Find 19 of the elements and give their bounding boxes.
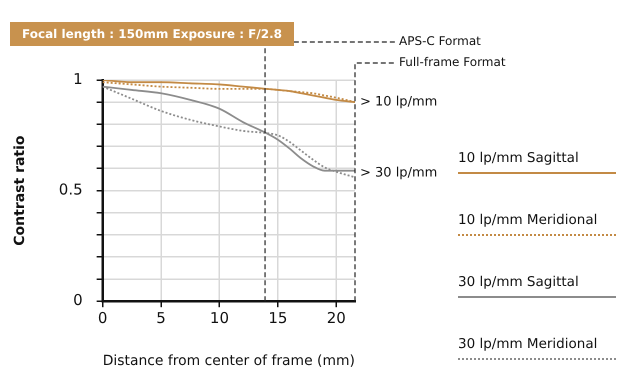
x-tick-label: 15 [268,309,288,328]
y-tick-label: 1 [73,70,83,88]
y-tick-label: 0.5 [58,180,83,198]
ref-line-label: APS-C Format [399,34,482,48]
x-tick-label: 5 [156,309,166,328]
x-tick-label: 0 [98,309,108,328]
y-axis-title: Contrast ratio [12,135,28,246]
text: 30 lp/mm Sagittal [458,274,580,290]
x-tick-label: 10 [210,309,230,328]
text: 30 lp/mm Meridional [458,336,598,352]
ref-line-label: Full-frame Format [399,55,506,70]
annotation: > 30 lp/mm [360,165,438,180]
x-tick-label: 20 [326,309,346,328]
text: 10 lp/mm Meridional [458,212,598,228]
annotation: > 10 lp/mm [360,94,438,110]
text: 10 lp/mm Sagittal [458,150,580,166]
chart-title: Focal length : 150mm Exposure : F/2.8 [10,22,294,46]
y-tick-label: 0 [73,291,83,310]
x-axis-title: Distance from center of frame (mm) [102,353,355,370]
